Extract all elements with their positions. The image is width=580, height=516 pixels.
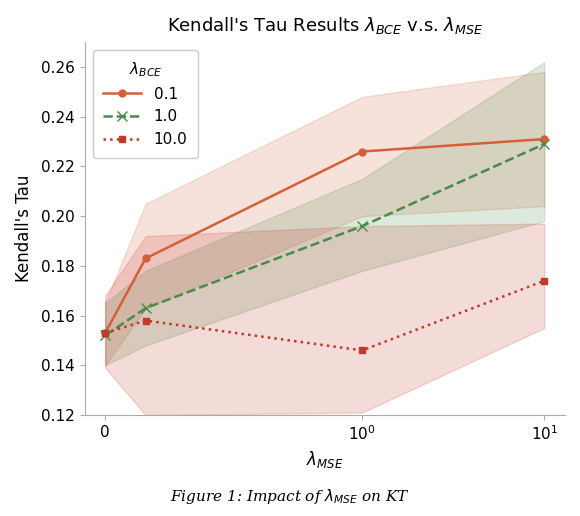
1.0 bbox=[359, 223, 366, 229]
0.1 bbox=[541, 136, 548, 142]
1.0 bbox=[142, 305, 149, 311]
Line: 10.0: 10.0 bbox=[102, 277, 548, 354]
Legend: 0.1, 1.0, 10.0: 0.1, 1.0, 10.0 bbox=[93, 50, 198, 158]
1.0 bbox=[541, 141, 548, 147]
0.1 bbox=[142, 255, 149, 262]
10.0 bbox=[541, 278, 548, 284]
Line: 1.0: 1.0 bbox=[100, 139, 549, 341]
10.0 bbox=[142, 317, 149, 324]
Title: Kendall's Tau Results $\lambda_{BCE}$ v.s. $\lambda_{MSE}$: Kendall's Tau Results $\lambda_{BCE}$ v.… bbox=[167, 15, 483, 36]
1.0 bbox=[102, 332, 108, 338]
X-axis label: $\lambda_{MSE}$: $\lambda_{MSE}$ bbox=[306, 449, 343, 470]
10.0 bbox=[102, 330, 108, 336]
10.0 bbox=[359, 347, 366, 353]
0.1 bbox=[359, 149, 366, 155]
Y-axis label: Kendall's Tau: Kendall's Tau bbox=[15, 175, 33, 282]
Text: Figure 1: Impact of $\lambda_{MSE}$ on KT: Figure 1: Impact of $\lambda_{MSE}$ on K… bbox=[170, 487, 410, 506]
0.1 bbox=[102, 330, 108, 336]
Line: 0.1: 0.1 bbox=[102, 136, 548, 336]
